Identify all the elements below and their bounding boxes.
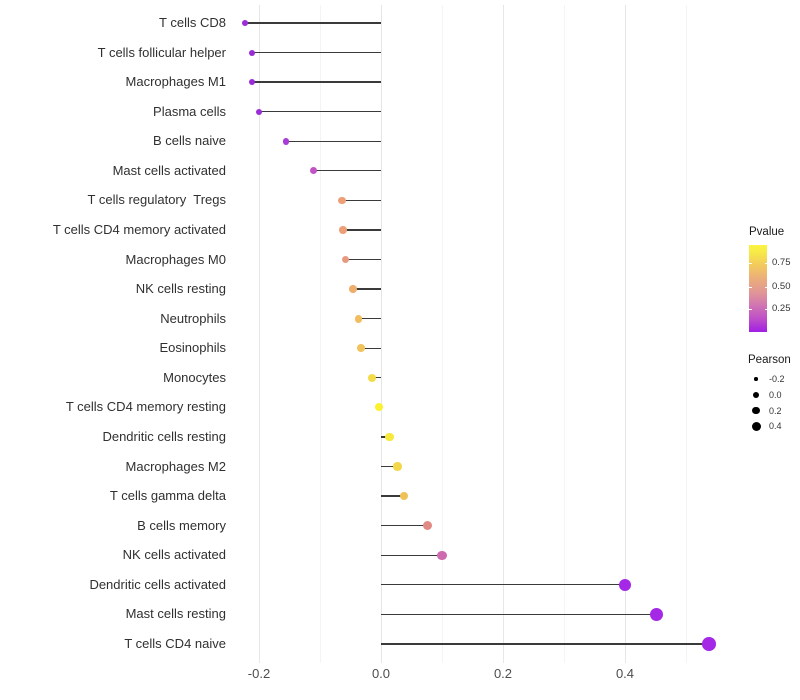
lollipop-dot	[310, 167, 318, 175]
y-axis-label: Neutrophils	[160, 310, 226, 326]
pvalue-tick-mark	[764, 286, 767, 288]
lollipop-dot	[282, 137, 290, 145]
y-axis-label: NK cells resting	[135, 281, 226, 297]
pvalue-tick-label: 0.25	[772, 303, 791, 315]
lollipop-stem	[381, 436, 390, 438]
lollipop-dot	[249, 79, 256, 86]
lollipop-stem	[251, 51, 381, 54]
pearson-legend-label: 0.0	[769, 389, 782, 400]
y-axis-label: Macrophages M2	[125, 458, 226, 474]
lollipop-stem	[371, 377, 381, 379]
grid-line-minor	[319, 5, 321, 663]
lollipop-stem	[345, 258, 381, 261]
lollipop-dot	[437, 550, 447, 560]
lollipop-dot	[618, 578, 632, 592]
y-axis-label: NK cells activated	[122, 547, 226, 563]
lollipop-stem	[381, 613, 657, 616]
lollipop-stem	[252, 81, 381, 83]
grid-line-major	[258, 5, 260, 663]
lollipop-dot	[393, 462, 402, 471]
pvalue-tick-mark	[749, 286, 752, 288]
legend-pvalue-title: Pvalue	[749, 226, 785, 238]
lollipop-stem	[381, 643, 710, 645]
lollipop-stem	[313, 170, 381, 172]
lollipop-stem	[285, 140, 381, 142]
lollipop-dot	[341, 255, 350, 264]
lollipop-dot	[354, 314, 363, 323]
pvalue-gradient-bar	[749, 245, 767, 332]
x-tick-label: 0.0	[371, 666, 391, 681]
lollipop-dot	[255, 108, 263, 115]
y-axis-label: T cells gamma delta	[109, 488, 226, 504]
grid-line-minor	[441, 5, 443, 663]
lollipop-stem	[360, 347, 381, 349]
y-axis-label: Macrophages M0	[125, 251, 226, 267]
pearson-legend-dot	[754, 377, 758, 381]
y-axis-label: T cells follicular helper	[97, 44, 226, 60]
lollipop-stem	[381, 554, 442, 556]
y-axis-label: B cells memory	[137, 517, 226, 533]
lollipop-dot	[338, 196, 346, 205]
lollipop-stem	[343, 229, 381, 231]
y-axis-label: Dendritic cells resting	[102, 428, 226, 444]
y-axis-label: Macrophages M1	[125, 74, 226, 90]
lollipop-dot	[248, 49, 255, 56]
y-axis-label: Monocytes	[163, 369, 226, 385]
lollipop-stem	[381, 584, 625, 586]
x-tick-label: 0.4	[615, 666, 635, 681]
lollipop-dot	[423, 521, 433, 531]
lollipop-stem	[341, 199, 381, 202]
x-tick-label: 0.2	[493, 666, 513, 681]
y-axis-label: Plasma cells	[153, 103, 226, 119]
lollipop-stem	[381, 525, 428, 527]
y-axis-label: T cells regulatory Tregs	[87, 192, 226, 208]
lollipop-dot	[650, 607, 664, 621]
y-axis-label: Mast cells resting	[125, 606, 226, 622]
pvalue-tick-mark	[764, 309, 767, 311]
grid-line-major	[624, 5, 626, 663]
grid-line-major	[380, 5, 382, 663]
x-tick-label: -0.2	[247, 666, 271, 681]
pvalue-tick-label: 0.75	[772, 257, 791, 269]
y-axis-label: Mast cells activated	[112, 162, 226, 178]
lollipop-dot	[385, 432, 394, 442]
pearson-legend-dot	[751, 421, 761, 431]
lollipop-stem	[352, 288, 381, 290]
lollipop-dot	[375, 403, 384, 412]
pearson-legend-dot	[752, 406, 760, 415]
lollipop-dot	[242, 20, 248, 26]
lollipop-dot	[349, 285, 357, 293]
y-axis-label: Dendritic cells activated	[89, 576, 226, 592]
pvalue-tick-mark	[749, 263, 752, 265]
y-axis-label: Eosinophils	[159, 340, 227, 356]
lollipop-dot	[356, 344, 365, 353]
y-axis-label: T cells CD4 memory resting	[65, 399, 226, 415]
pearson-legend-dot	[753, 391, 759, 398]
lollipop-dot	[399, 491, 409, 501]
y-axis-label: T cells CD4 naive	[124, 635, 226, 651]
lollipop-dot	[702, 637, 717, 651]
lollipop-stem	[358, 318, 381, 320]
pearson-legend-label: 0.2	[769, 405, 782, 416]
grid-line-major	[502, 5, 504, 663]
grid-line-minor	[685, 5, 687, 663]
lollipop-stem	[381, 495, 405, 497]
pearson-legend-label: 0.4	[769, 421, 782, 432]
legend-pearson-title: Pearson	[748, 354, 791, 366]
pvalue-tick-label: 0.50	[772, 280, 791, 292]
lollipop-stem	[244, 22, 381, 24]
y-axis-label: B cells naive	[153, 133, 226, 149]
pvalue-tick-mark	[749, 309, 752, 311]
pvalue-tick-mark	[764, 263, 767, 265]
y-axis-label: T cells CD8	[159, 15, 226, 30]
grid-line-minor	[563, 5, 565, 663]
lollipop-stem	[259, 111, 381, 113]
lollipop-dot	[367, 373, 376, 382]
y-axis-label: T cells CD4 memory activated	[52, 221, 226, 237]
pearson-legend-label: -0.2	[769, 374, 785, 384]
lollipop-stem	[381, 465, 398, 468]
lollipop-dot	[339, 226, 347, 234]
